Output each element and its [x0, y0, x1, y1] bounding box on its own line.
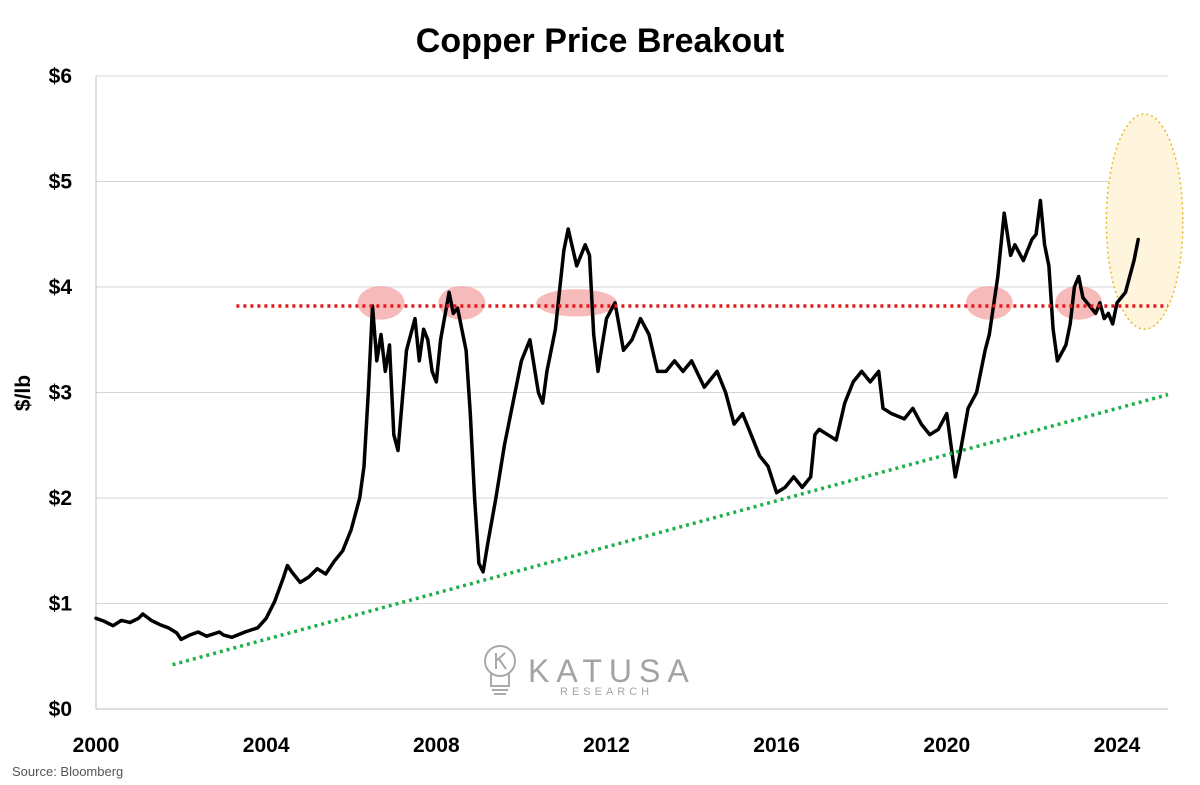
- logo-sub: RESEARCH: [560, 686, 653, 698]
- x-tick-label: 2004: [243, 734, 290, 757]
- logo-name: KATUSA: [528, 653, 696, 689]
- y-tick-label: $4: [49, 276, 73, 299]
- resistance-touch-highlight: [357, 285, 405, 320]
- breakout-zone-highlight: [1105, 113, 1184, 330]
- y-axis-label: $/lb: [12, 375, 35, 411]
- y-tick-label: $3: [49, 382, 72, 405]
- resistance-touch-highlight: [965, 285, 1013, 320]
- source-note: Source: Bloomberg: [12, 764, 123, 779]
- x-tick-label: 2024: [1094, 734, 1141, 757]
- y-tick-label: $1: [49, 593, 73, 616]
- y-tick-label: $0: [49, 698, 72, 721]
- price-series: [94, 198, 1140, 642]
- highlight-annotations: [357, 113, 1184, 330]
- x-tick-label: 2000: [73, 734, 120, 757]
- x-tick-label: 2020: [923, 734, 970, 757]
- x-tick-label: 2012: [583, 734, 630, 757]
- trend-lines: [172, 304, 1169, 667]
- y-tick-labels: $0 $1 $2 $3 $4 $5 $6: [49, 65, 73, 721]
- x-tick-labels: 2000 2004 2008 2012 2016 2020 2024: [73, 734, 1141, 757]
- x-tick-label: 2016: [753, 734, 800, 757]
- support-line: [172, 392, 1169, 667]
- resistance-touch-highlight: [536, 289, 618, 317]
- x-tick-label: 2008: [413, 734, 460, 757]
- lightbulb-icon: [484, 645, 516, 695]
- chart-title: Copper Price Breakout: [416, 22, 784, 60]
- gridlines: [95, 75, 1168, 709]
- y-tick-label: $2: [49, 487, 72, 510]
- resistance-touch-highlight: [1055, 285, 1103, 320]
- copper-price-line: [94, 198, 1140, 642]
- y-tick-label: $6: [49, 65, 72, 88]
- y-tick-label: $5: [49, 171, 73, 194]
- katusa-research-watermark: KATUSA RESEARCH: [484, 645, 696, 698]
